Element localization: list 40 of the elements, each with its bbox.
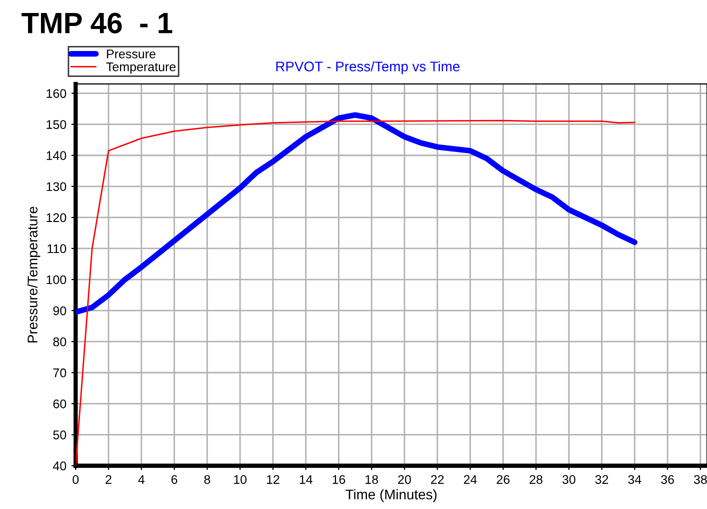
line-series [76,120,636,466]
y-tick-label: 110 [48,244,66,254]
legend-label: Temperature [106,62,176,74]
x-tick-label: 0 [72,475,79,484]
y-tick-label: 90 [53,306,66,316]
x-tick-label: 20 [398,475,411,484]
x-tick-label: 12 [266,475,280,484]
x-axis-title: Time (Minutes) [346,489,437,502]
x-tick-label: 6 [171,475,178,484]
x-tick-label: 34 [628,475,642,484]
y-tick-label: 100 [46,275,66,284]
legend-label: Pressure [106,50,156,58]
x-tick-label: 30 [562,475,576,484]
y-tick-label: 80 [53,337,66,346]
y-tick-label: 150 [46,120,66,129]
x-tick-label: 16 [332,475,346,484]
chart-subtitle: RPVOT - Press/Temp vs Time [276,61,460,74]
x-tick-label: 18 [366,475,378,484]
x-tick-label: 22 [431,475,444,484]
x-tick-label: 26 [496,475,510,484]
x-tick-label: 10 [234,475,247,484]
y-axis-title: Pressure/Temperature [27,206,40,342]
y-tick-label: 140 [46,151,66,160]
y-tick-label: 50 [53,430,66,440]
y-tick-label: 60 [53,399,66,408]
x-tick-label: 2 [106,475,112,484]
x-tick-label: 4 [138,475,145,484]
chart-title: TMP 46 - 1 [22,12,172,34]
y-tick-label: 160 [46,89,66,98]
x-tick-label: 8 [204,475,210,484]
y-tick-label: 40 [53,462,66,470]
x-tick-label: 38 [694,475,707,484]
x-tick-label: 24 [464,475,477,484]
y-tick-label: 120 [46,213,66,222]
y-tick-label: 70 [53,368,66,378]
y-tick-label: 130 [46,182,66,192]
x-tick-label: 28 [530,475,542,484]
x-tick-label: 32 [595,475,608,484]
x-tick-label: 14 [300,475,312,484]
x-tick-label: 36 [661,475,674,484]
